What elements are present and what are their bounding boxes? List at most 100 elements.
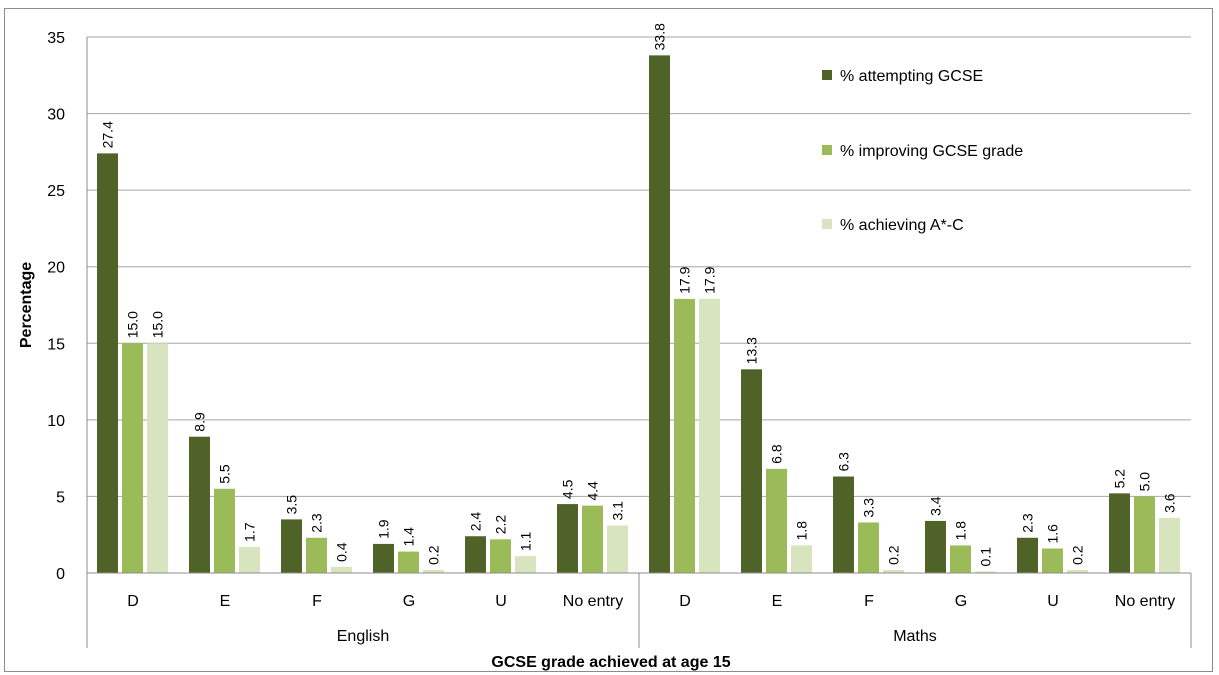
data-label: 1.1 [518,531,534,551]
data-label: 8.9 [192,412,208,432]
bar [423,569,444,573]
bar [465,536,486,573]
bar [189,436,210,573]
data-label: 13.3 [744,337,760,364]
bar [214,488,235,573]
legend-label: % achieving A*-C [840,217,964,234]
legend-swatch [822,219,832,229]
data-label: 1.4 [401,527,417,547]
bar [833,476,854,573]
bar [306,537,327,573]
y-tick-label: 30 [47,107,65,124]
data-label: 1.8 [953,521,969,541]
y-tick-label: 5 [56,489,65,506]
data-label: 3.5 [284,495,300,515]
data-label: 15.0 [125,311,141,338]
bar [766,468,787,573]
y-tick-label: 25 [47,183,65,200]
bar [1042,548,1063,573]
y-tick-label: 10 [47,413,65,430]
data-label: 3.1 [610,501,626,521]
legend-label: % improving GCSE grade [840,143,1023,160]
data-label: 0.2 [1070,545,1086,565]
x-tick-label: No entry [563,593,623,610]
bar [791,545,812,573]
bar [674,298,695,573]
y-tick-label: 35 [47,30,65,47]
data-label: 1.6 [1045,524,1061,544]
data-label: 0.2 [886,545,902,565]
data-label: 27.4 [100,121,116,148]
bar [1159,517,1180,573]
x-tick-label: G [403,593,415,610]
data-label: 3.6 [1162,493,1178,513]
data-label: 2.3 [1020,513,1036,533]
bar [557,504,578,573]
bar [281,519,302,573]
x-axis-title: GCSE grade achieved at age 15 [491,654,730,671]
data-label: 5.0 [1137,472,1153,492]
data-label: 5.5 [217,464,233,484]
bar [122,343,143,573]
y-axis-title: Percentage [18,262,35,348]
bar [975,571,996,573]
x-tick-label: U [1047,593,1059,610]
data-label: 17.9 [702,266,718,293]
bar [97,153,118,574]
legend-swatch [822,145,832,155]
data-label: 0.2 [426,545,442,565]
data-label: 0.4 [334,542,350,562]
x-tick-label: No entry [1115,593,1175,610]
data-label: 1.9 [376,519,392,539]
data-label: 5.2 [1112,469,1128,489]
data-label: 1.8 [794,521,810,541]
bar [858,522,879,573]
group-label: English [337,628,389,645]
bar [649,55,670,574]
bar [1067,569,1088,573]
data-label: 1.7 [242,522,258,542]
bar [883,569,904,573]
data-label: 3.4 [928,496,944,516]
data-label: 17.9 [677,266,693,293]
bar [607,525,628,573]
bar [490,539,511,573]
bar [582,505,603,573]
data-label: 0.1 [978,547,994,567]
bar [398,551,419,573]
x-tick-label: D [679,593,691,610]
bar [239,546,260,573]
x-tick-label: E [220,593,231,610]
x-tick-label: U [495,593,507,610]
x-tick-label: E [772,593,783,610]
data-label: 2.4 [468,512,484,532]
data-label: 3.3 [861,498,877,518]
bar [925,520,946,573]
legend-swatch [822,70,832,80]
data-label: 2.2 [493,515,509,535]
bar [147,343,168,573]
bar [1109,493,1130,573]
data-label: 6.3 [836,452,852,472]
legend-label: % attempting GCSE [840,68,983,85]
data-label: 2.3 [309,513,325,533]
data-label: 33.8 [652,23,668,50]
y-tick-label: 15 [47,336,65,353]
y-tick-label: 0 [56,566,65,583]
data-label: 4.4 [585,481,601,501]
bar [699,298,720,573]
x-tick-label: G [955,593,967,610]
bar [1017,537,1038,573]
data-label: 4.5 [560,479,576,499]
bar [741,369,762,573]
data-label: 15.0 [150,311,166,338]
bar [373,543,394,573]
x-tick-label: F [312,593,322,610]
x-tick-label: D [127,593,139,610]
bar [1134,496,1155,573]
group-label: Maths [893,628,937,645]
bar [331,566,352,573]
y-tick-label: 20 [47,260,65,277]
x-tick-label: F [864,593,874,610]
